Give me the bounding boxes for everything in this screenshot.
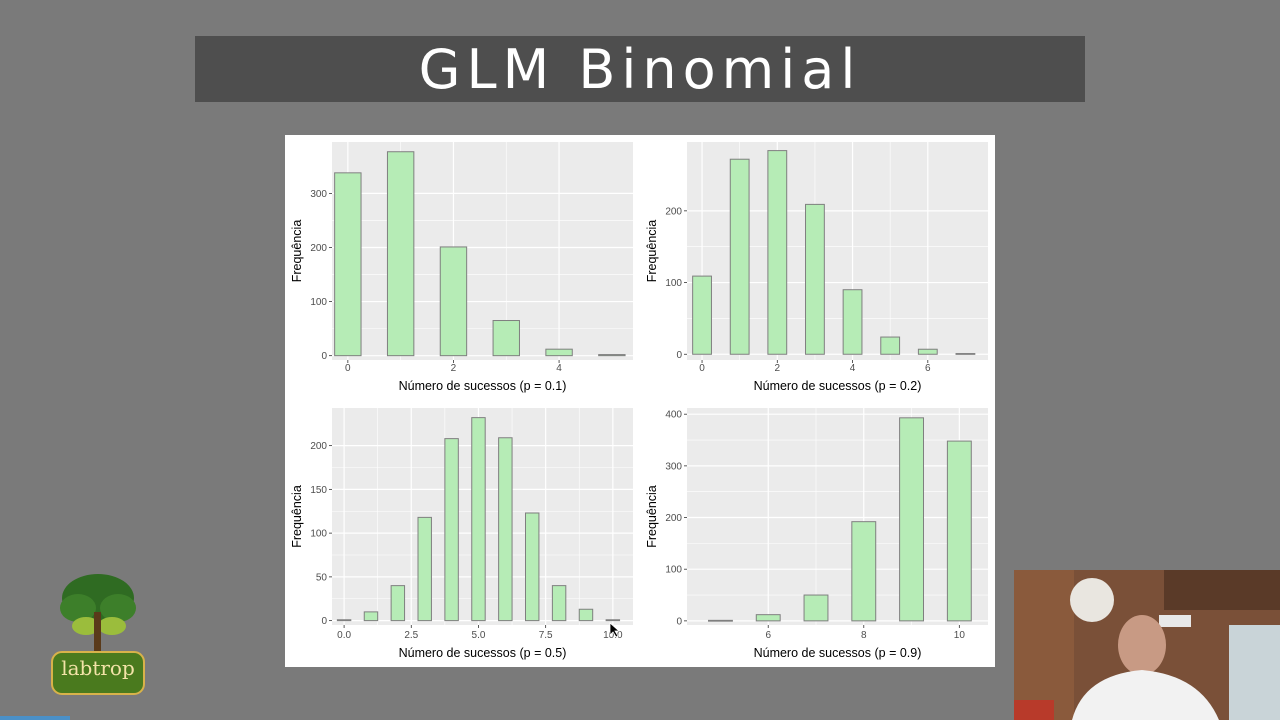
histogram-bar xyxy=(363,611,379,622)
histogram-bar xyxy=(805,203,825,355)
x-tick-label: 6 xyxy=(765,630,771,641)
histogram-bar xyxy=(880,336,901,355)
slide-title: GLM Binomial xyxy=(418,37,862,101)
histogram-bar xyxy=(525,512,540,622)
histogram-bar xyxy=(334,172,362,357)
y-tick-label: 0 xyxy=(321,616,327,627)
y-tick-label: 300 xyxy=(665,461,682,472)
x-tick-label: 0.0 xyxy=(337,630,351,641)
x-tick-label: 2 xyxy=(451,363,457,374)
y-tick-label: 0 xyxy=(676,350,682,361)
presenter-video-icon xyxy=(1014,570,1280,720)
y-axis-title: Frequência xyxy=(290,220,304,283)
histogram-bar xyxy=(598,354,626,357)
panel-background xyxy=(687,408,988,625)
y-tick-label: 0 xyxy=(321,351,327,362)
histogram-bar xyxy=(439,246,468,357)
histogram-bar xyxy=(390,585,406,622)
y-tick-label: 200 xyxy=(665,206,682,217)
labtrop-logo: labtrop xyxy=(50,568,146,696)
x-tick-label: 7.5 xyxy=(539,630,553,641)
y-tick-label: 100 xyxy=(310,297,327,308)
x-tick-label: 6 xyxy=(925,363,931,374)
y-axis-title: Frequência xyxy=(645,220,659,283)
histogram-panel-1: 0 2 4 0 100 200 300 Número de sucessos (p = 0.1… xyxy=(290,142,633,393)
histogram-bar xyxy=(729,158,750,355)
x-axis-title: Número de sucessos (p = 0.1) xyxy=(399,379,567,393)
x-tick-label: 8 xyxy=(861,630,867,641)
y-tick-label: 100 xyxy=(310,529,327,540)
y-tick-label: 150 xyxy=(310,485,327,496)
y-tick-label: 100 xyxy=(665,565,682,576)
slide-title-bar: GLM Binomial xyxy=(195,36,1085,102)
x-tick-label: 4 xyxy=(556,363,562,374)
histogram-panel-2: 0 2 4 6 0 100 200 Número de sucessos (p = 0.2) F… xyxy=(645,142,988,393)
histogram-bar xyxy=(444,438,459,622)
x-tick-label: 2 xyxy=(775,363,781,374)
x-tick-label: 5.0 xyxy=(472,630,486,641)
histogram-bar xyxy=(692,275,712,355)
histogram-bar xyxy=(842,289,863,355)
histogram-bar xyxy=(708,619,733,622)
histogram-bar xyxy=(545,348,573,357)
y-tick-label: 200 xyxy=(665,513,682,524)
histogram-bar xyxy=(498,437,513,622)
mouse-cursor-icon xyxy=(609,622,621,638)
x-axis-title: Número de sucessos (p = 0.5) xyxy=(399,646,567,660)
histogram-bar xyxy=(767,150,788,355)
histogram-panel-3: 0.0 2.5 5.0 7.5 10.0 0 50 100 150 200 Número de su… xyxy=(290,408,633,660)
histogram-bar xyxy=(605,619,621,622)
panel-background xyxy=(332,142,633,360)
histogram-bar xyxy=(417,516,432,622)
histogram-bar xyxy=(492,320,520,357)
histogram-bar xyxy=(917,348,938,355)
histogram-bar xyxy=(755,614,781,622)
tree-logo-icon xyxy=(51,574,145,695)
y-tick-label: 0 xyxy=(676,616,682,627)
y-axis-title: Frequência xyxy=(290,485,304,548)
x-axis-title: Número de sucessos (p = 0.9) xyxy=(754,646,922,660)
histogram-bar xyxy=(946,440,972,622)
y-tick-label: 100 xyxy=(665,278,682,289)
webcam-video xyxy=(1014,570,1280,720)
histogram-bar xyxy=(386,151,415,357)
histogram-bar xyxy=(955,353,976,355)
y-tick-label: 50 xyxy=(316,572,328,583)
x-tick-label: 0 xyxy=(699,363,705,374)
taskbar-edge xyxy=(0,716,70,720)
histogram-bar xyxy=(336,619,352,622)
x-tick-label: 10 xyxy=(954,630,966,641)
x-axis-title: Número de sucessos (p = 0.2) xyxy=(754,379,922,393)
logo-text: labtrop xyxy=(61,656,135,680)
histogram-bar xyxy=(851,521,877,622)
histogram-bar xyxy=(803,594,829,622)
histogram-figure: 0 2 4 0 100 200 300 Número de sucessos (p = 0.1… xyxy=(285,135,995,667)
x-tick-label: 4 xyxy=(850,363,856,374)
x-tick-label: 10.0 xyxy=(603,630,623,641)
x-tick-label: 2.5 xyxy=(404,630,418,641)
y-tick-label: 300 xyxy=(310,189,327,200)
histogram-bar xyxy=(578,608,594,622)
y-tick-label: 200 xyxy=(310,243,327,254)
histogram-bar xyxy=(471,417,486,622)
y-axis-title: Frequência xyxy=(645,485,659,548)
y-tick-label: 400 xyxy=(665,410,682,421)
y-tick-label: 200 xyxy=(310,441,327,452)
x-tick-label: 0 xyxy=(345,363,351,374)
histogram-bar xyxy=(551,585,567,622)
histogram-bar xyxy=(899,417,924,622)
